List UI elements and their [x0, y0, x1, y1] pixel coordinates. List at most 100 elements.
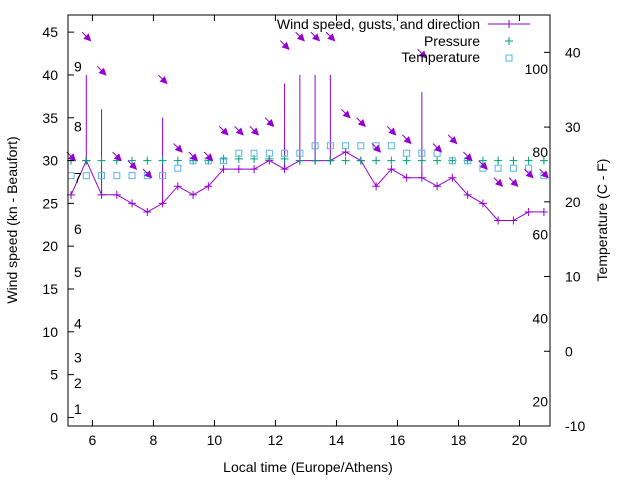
beaufort-label: 7 — [74, 170, 82, 186]
y-tick-label: 10 — [42, 324, 58, 340]
wind-speed-point — [402, 173, 411, 182]
fahrenheit-label: 80 — [532, 144, 548, 160]
y2-tick-label: 20 — [565, 194, 581, 210]
wind-direction-arrow — [432, 143, 443, 153]
wind-speed-point — [417, 173, 426, 182]
wind-speed-point — [463, 190, 472, 199]
wind-speed-point — [280, 165, 289, 174]
y-tick-label: 20 — [42, 238, 58, 254]
wind-direction-arrow — [264, 117, 275, 128]
wind-speed-line — [70, 151, 544, 221]
legend-label-pressure: Pressure — [424, 33, 480, 49]
wind-speed-point — [509, 216, 518, 225]
wind-direction-arrows — [66, 31, 549, 188]
x-tick-label: 6 — [89, 432, 97, 448]
wind-direction-arrow — [386, 125, 397, 136]
temperature-point — [220, 157, 228, 165]
wind-speed-point — [433, 182, 442, 191]
wind-direction-arrow — [508, 177, 519, 188]
wind-speed-point — [524, 207, 533, 216]
temperature-point — [113, 172, 121, 180]
wind-direction-arrow — [356, 117, 366, 128]
wind-speed-point — [341, 148, 350, 156]
wind-direction-arrow — [188, 151, 199, 162]
wind-speed-point — [478, 199, 487, 208]
temperature-point — [235, 149, 243, 157]
beaufort-label: 6 — [74, 221, 82, 237]
arrow-head — [68, 153, 77, 162]
y2-tick-label: -10 — [565, 418, 585, 434]
wind-speed-point — [387, 165, 396, 174]
arrow-head — [495, 178, 504, 188]
arrow-head — [403, 136, 412, 145]
plot-frame — [67, 14, 551, 427]
pressure-point — [143, 156, 152, 165]
arrow-head — [205, 153, 214, 162]
arrow-head — [418, 50, 427, 59]
temperature-point — [326, 142, 334, 150]
wind-speed-point — [143, 207, 152, 216]
y2-tick-label: 0 — [565, 343, 573, 359]
wind-direction-arrow — [157, 74, 168, 85]
arrow-head — [464, 153, 473, 162]
temperature-point — [265, 149, 273, 157]
beaufort-label: 8 — [74, 118, 82, 134]
wind-speed-point — [219, 165, 228, 174]
wind-direction-arrow — [203, 151, 214, 162]
wind-speed-point — [112, 190, 121, 199]
pressure-point — [326, 156, 335, 165]
y2-tick-label: 10 — [565, 269, 581, 285]
wind-direction-arrow — [81, 31, 92, 42]
arrow-head — [281, 41, 290, 51]
pressure-point — [82, 156, 91, 165]
pressure-point — [387, 156, 396, 165]
wind-speed-point — [234, 165, 243, 174]
temperature-point — [98, 172, 106, 180]
wind-speed-point — [158, 199, 167, 208]
temperature-point — [357, 142, 365, 150]
pressure-point — [128, 156, 137, 165]
wind-speed-point — [539, 207, 548, 216]
pressure-point — [158, 156, 167, 165]
temperature-point — [494, 164, 502, 172]
pressure-point — [509, 156, 518, 165]
pressure-point — [433, 156, 442, 165]
x-axis-label: Local time (Europe/Athens) — [223, 459, 393, 475]
wind-speed-series — [70, 151, 544, 221]
wind-speed-point — [173, 182, 182, 191]
pressure-point — [295, 156, 304, 165]
temperature-point — [403, 149, 411, 157]
wind-direction-arrow — [478, 160, 488, 170]
y-tick-label: 5 — [50, 367, 58, 383]
y2-axis-label: Temperature (C - F) — [594, 159, 610, 282]
x-tick-label: 16 — [390, 432, 406, 448]
arrow-head — [449, 136, 458, 145]
wind-direction-arrow — [249, 125, 260, 136]
temperature-point — [525, 164, 533, 172]
arrow-head — [312, 33, 321, 42]
wind-direction-arrow — [173, 143, 183, 153]
legend-label-wind: Wind speed, gusts, and direction — [277, 16, 480, 32]
legend-label-temperature: Temperature — [401, 49, 480, 65]
wind-direction-arrow — [127, 160, 138, 170]
arrow-head — [388, 127, 397, 136]
y-tick-label: 0 — [50, 409, 58, 425]
arrow-head — [510, 178, 519, 188]
arrow-head — [129, 161, 138, 170]
pressure-point — [173, 156, 182, 165]
y-tick-label: 35 — [42, 110, 58, 126]
wind-direction-arrow — [142, 168, 153, 179]
pressure-point — [524, 156, 533, 165]
temperature-point — [509, 164, 517, 172]
wind-speed-point — [250, 165, 259, 174]
x-tick-label: 10 — [207, 432, 223, 448]
wind-direction-arrow — [218, 125, 229, 136]
beaufort-label: 3 — [74, 350, 82, 366]
y-tick-label: 30 — [42, 153, 58, 169]
legend-marker-temperature — [505, 54, 513, 62]
temperature-point — [128, 172, 136, 180]
arrow-head — [220, 127, 229, 136]
arrow-head — [113, 153, 122, 162]
y-tick-label: 40 — [42, 67, 58, 83]
